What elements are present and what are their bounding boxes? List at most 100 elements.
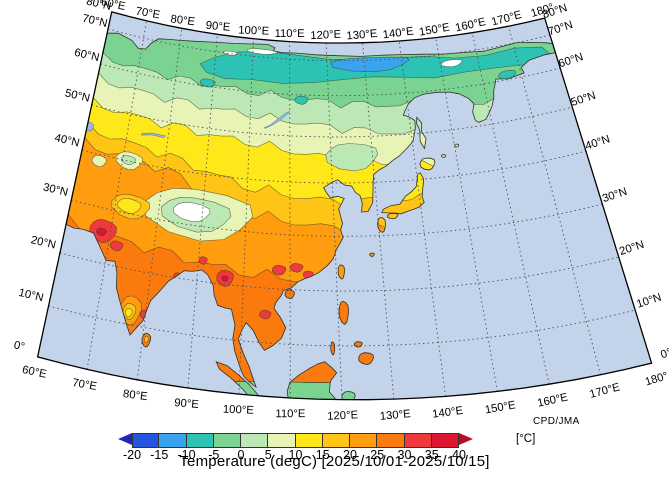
colorbar-tick-label: -10 (177, 448, 196, 462)
temperature-patch (143, 335, 149, 343)
grid-line (471, 32, 550, 385)
temperature-patch (330, 56, 410, 73)
lat-label-left: 20°N (30, 234, 57, 251)
grid-line (86, 20, 147, 370)
lat-label-left: 60°N (73, 47, 100, 64)
grid-line (107, 28, 551, 62)
colorbar-tick-label: 5 (264, 448, 272, 462)
lat-label-right: 20°N (618, 239, 646, 258)
lat-label-left: 70°N (81, 13, 108, 30)
colorbar-tick-label: 30 (397, 448, 412, 462)
colorbar-segment (132, 434, 160, 447)
temperature-patch (259, 309, 272, 320)
lat-label-right: 60°N (557, 51, 585, 70)
lon-label-top: 100°E (238, 24, 270, 37)
colorbar-segment (268, 434, 296, 447)
lon-label-bottom: 150°E (484, 399, 517, 416)
temperature-patch (91, 154, 107, 168)
lake (140, 132, 166, 138)
lon-label-bottom: 130°E (379, 408, 411, 423)
lon-label-top: 80°E (170, 13, 196, 28)
temperature-patch (109, 240, 124, 252)
colorbar-tick-label: 15 (315, 448, 330, 462)
lon-label-top: 110°E (275, 28, 306, 40)
lon-label-top: 90°E (205, 20, 231, 34)
temperature-patch (221, 275, 229, 282)
temperature-patch (173, 201, 211, 223)
lat-label-right: 10°N (635, 292, 663, 311)
colorbar: -20 -15 -10 -5 0 5 10 15 20 25 30 35 40 [°C] (118, 433, 535, 462)
lat-label-left: 0° (13, 339, 26, 353)
lon-label-bottom: 140°E (432, 405, 465, 421)
lat-label-left: 30°N (42, 181, 69, 198)
temperature-patch (117, 198, 142, 214)
colorbar-tick-label: 25 (370, 448, 385, 462)
grid-line (289, 41, 291, 399)
colorbar-tick-label: -15 (150, 448, 169, 462)
lon-label-bottom: 90°E (174, 397, 200, 411)
grid-line (100, 63, 561, 97)
lat-label-left: 40°N (53, 132, 80, 149)
lon-label-bottom: 160°E (536, 391, 569, 409)
lon-label-top: 120°E (310, 29, 342, 42)
colorbar-tick-label: -20 (122, 448, 142, 462)
colorbar-segment (213, 434, 241, 447)
lon-label-bottom: 110°E (275, 408, 306, 420)
colorbar-tick-label: 35 (424, 448, 439, 462)
lat-label-right: 0° (659, 347, 669, 362)
grid-line (398, 40, 447, 397)
map-title: Temperature (degC) [2025/10/01-2025/10/1… (179, 453, 490, 470)
temperature-patch (198, 256, 208, 265)
lon-label-bottom: 120°E (327, 409, 359, 422)
temperature-patch (124, 308, 133, 318)
lat-label-left: 80°N (85, 0, 112, 13)
colorbar-tick-label: 10 (288, 448, 303, 462)
colorbar-above-max-arrow (459, 433, 473, 445)
lon-label-top: 150°E (418, 21, 451, 38)
colorbar-tick-label: 20 (343, 448, 357, 462)
temperature-patch (294, 95, 309, 105)
colorbar-segment (295, 434, 323, 447)
temperature-patch (246, 48, 278, 55)
lake (263, 111, 290, 129)
lat-label-right: 70°N (547, 19, 575, 38)
colorbar-segment (404, 434, 432, 447)
attribution: CPD/JMA (533, 416, 580, 427)
colorbar-below-min-arrow (118, 433, 132, 445)
temperature-patch (271, 264, 287, 276)
colorbar-segment (241, 434, 269, 447)
colorbar-segment (377, 434, 405, 447)
colorbar-segment (322, 434, 350, 447)
temperature-patch (223, 50, 239, 56)
temperature-patch (325, 143, 379, 172)
coastline (65, 32, 560, 400)
lon-label-top: 70°E (135, 5, 162, 21)
lon-label-top: 130°E (346, 28, 378, 43)
grid-line (362, 42, 395, 400)
lon-label-bottom: 80°E (122, 388, 148, 403)
grid-line (508, 26, 601, 375)
lat-label-left: 10°N (17, 287, 44, 304)
colorbar-unit-label: [°C] (516, 433, 536, 445)
colorbar-segment (159, 434, 187, 447)
colorbar-segment (186, 434, 214, 447)
colorbar-tick-label: -5 (208, 448, 220, 462)
temperature-patch (96, 227, 107, 237)
colorbar-segments (132, 433, 459, 448)
lat-label-right: 40°N (584, 133, 612, 152)
temperature-patch (121, 155, 136, 165)
map-border (36, 11, 653, 401)
lon-label-bottom: 100°E (223, 404, 255, 417)
lon-label-top: 140°E (382, 25, 415, 41)
lat-label-left: 50°N (64, 87, 91, 104)
grid-line (435, 37, 498, 392)
lat-label-right: 50°N (570, 90, 598, 109)
lon-label-bottom: 70°E (71, 377, 98, 393)
lon-label-bottom: 60°E (21, 364, 48, 381)
grid-line (325, 42, 343, 400)
colorbar-segment (431, 434, 459, 447)
temperature-patch (440, 59, 463, 68)
colorbar-tick-label: 0 (237, 448, 245, 462)
colorbar-tick-label: 40 (452, 448, 466, 462)
